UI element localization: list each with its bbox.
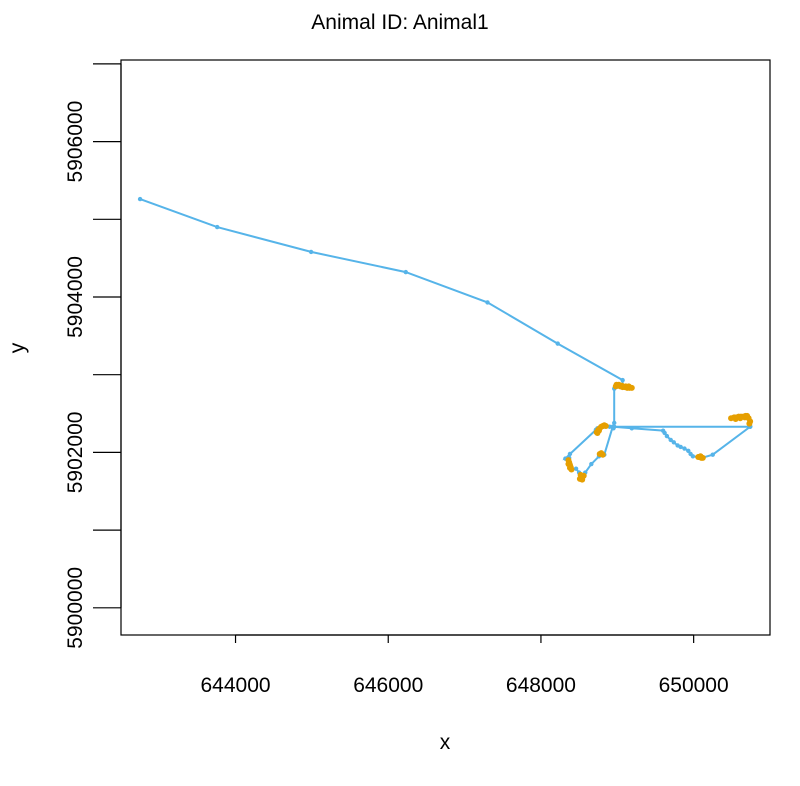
- track-line: [139, 198, 754, 479]
- track-point: [668, 437, 673, 443]
- y-axis: 5900000 5902000 5904000 5906000: [64, 63, 122, 649]
- y-axis-label: y: [6, 342, 29, 353]
- highlight-point: [732, 415, 739, 422]
- plot-frame: [120, 59, 771, 636]
- track-point: [678, 444, 683, 450]
- chart-title: Animal ID: Animal1: [311, 11, 488, 34]
- highlight-point: [602, 422, 609, 429]
- track-point: [662, 430, 667, 436]
- highlight-point: [579, 476, 586, 483]
- y-tick-label: 5904000: [64, 256, 87, 338]
- series-layer: [137, 196, 754, 483]
- x-tick-label: 650000: [659, 674, 729, 697]
- track-point: [137, 196, 143, 202]
- track-point: [620, 377, 625, 383]
- track-point: [682, 446, 687, 451]
- track-point: [215, 224, 220, 230]
- highlight-point: [737, 415, 744, 422]
- x-axis: 644000 646000 648000 650000: [200, 634, 729, 697]
- x-tick-label: 646000: [353, 674, 423, 697]
- highlight-point: [577, 471, 584, 478]
- highlight-point: [566, 464, 573, 471]
- track-point: [686, 448, 691, 454]
- track-point: [664, 433, 670, 439]
- track-point: [403, 269, 408, 275]
- track-point: [485, 300, 490, 305]
- highlight-point: [746, 420, 753, 427]
- x-axis-label: x: [440, 731, 451, 754]
- highlight-point: [595, 427, 602, 434]
- highlight-point: [741, 414, 748, 421]
- track-point: [308, 249, 314, 255]
- highlight-point: [625, 383, 632, 390]
- y-tick-label: 5900000: [64, 567, 87, 649]
- track-point: [589, 461, 594, 467]
- x-tick-label: 648000: [506, 674, 576, 697]
- track-point: [555, 341, 560, 346]
- track-point: [612, 424, 617, 429]
- highlight-point: [697, 453, 704, 460]
- y-tick-label: 5906000: [64, 101, 87, 183]
- track-point: [629, 426, 635, 431]
- track-point: [690, 454, 696, 459]
- track-point: [671, 440, 676, 445]
- track-point: [612, 420, 617, 426]
- x-tick-label: 644000: [200, 674, 270, 697]
- track-point: [573, 466, 579, 471]
- track-point: [567, 451, 573, 457]
- highlight-point: [599, 451, 606, 458]
- track-point: [710, 452, 715, 457]
- y-tick-label: 5902000: [64, 412, 87, 494]
